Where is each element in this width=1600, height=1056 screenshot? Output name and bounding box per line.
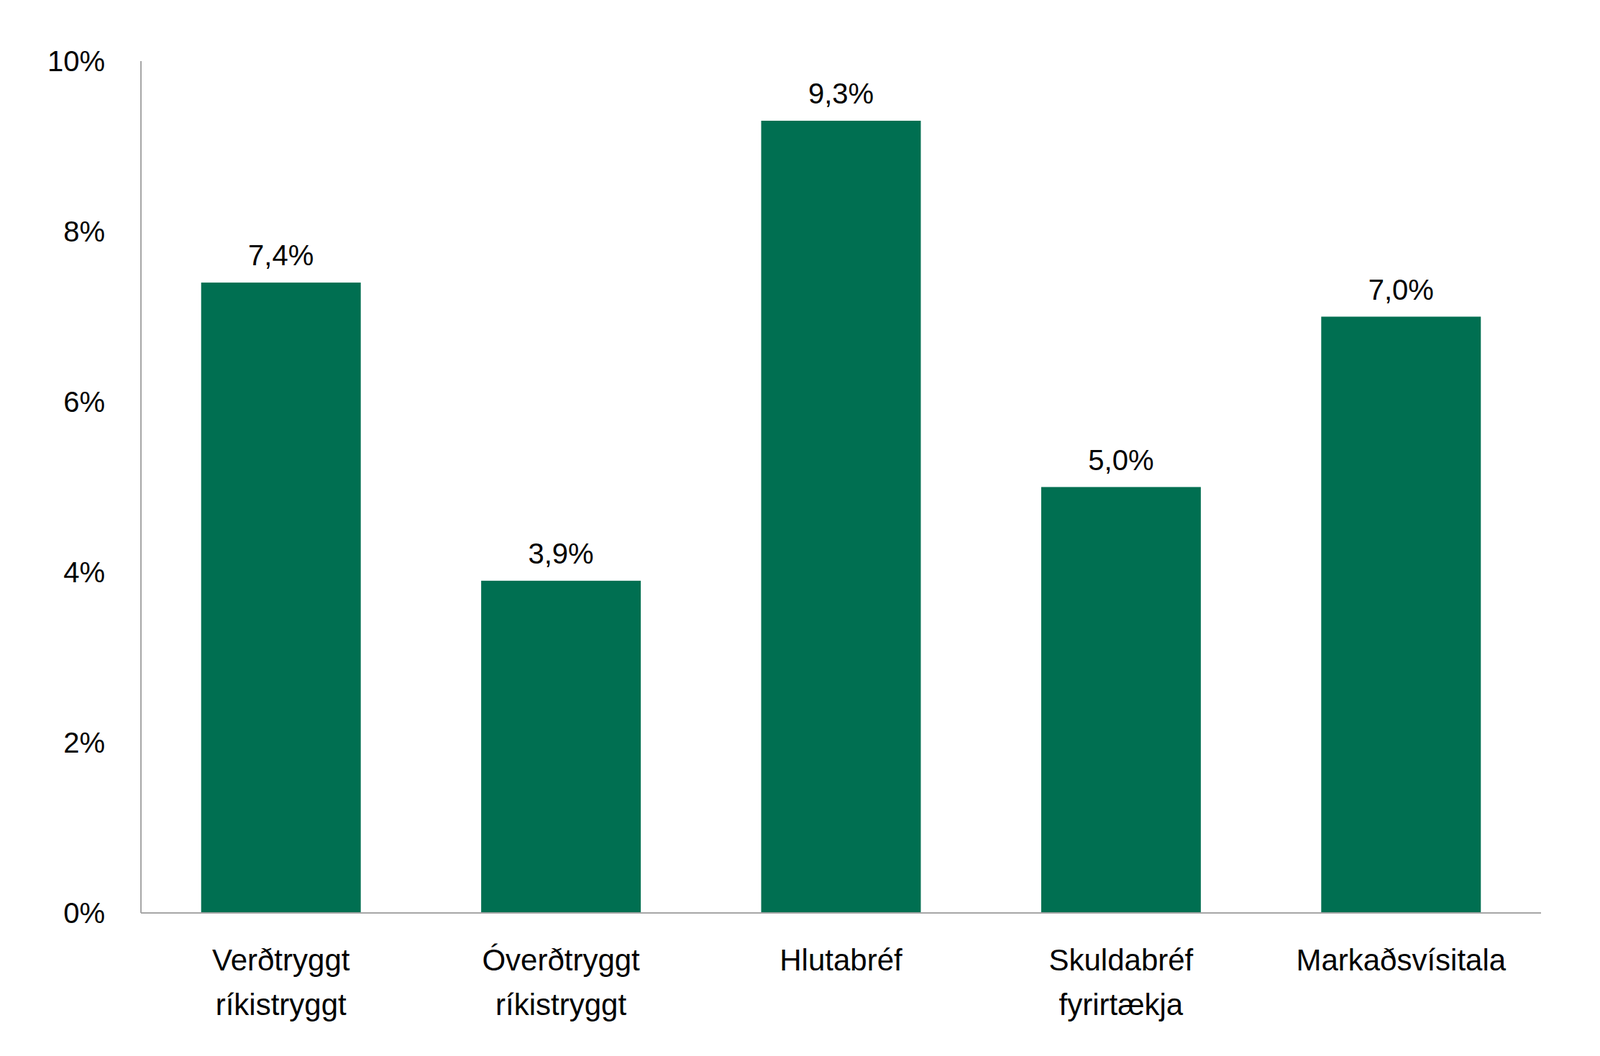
data-label: 7,0%: [1368, 273, 1434, 306]
x-tick-label: Óverðtryggtríkistryggt: [481, 943, 640, 1022]
data-label: 9,3%: [808, 77, 874, 110]
bar: [1041, 487, 1201, 914]
bar: [761, 120, 922, 914]
chart: 0% 2% 4% 6% 8% 10% 7,4% 3,9% 9,3% 5,0% 7,0% Verðtry…: [0, 0, 1600, 1056]
x-tick-label: Skuldabréffyrirtækja: [1049, 943, 1194, 1022]
y-tick-label: 0%: [63, 897, 105, 930]
x-axis: [140, 912, 1542, 914]
x-tick-label: Verðtryggtríkistryggt: [212, 943, 351, 1022]
data-label: 5,0%: [1088, 444, 1154, 477]
bar: [201, 282, 361, 914]
data-label: 7,4%: [248, 239, 314, 272]
bars: [201, 120, 1482, 914]
y-tick-label: 6%: [63, 386, 105, 418]
bar: [1320, 317, 1481, 914]
y-axis: [140, 61, 142, 914]
y-tick-label: 4%: [63, 556, 105, 589]
y-tick-label: 10%: [47, 45, 105, 77]
data-label: 3,9%: [528, 537, 594, 570]
x-tick-label: Markaðsvísitala: [1295, 943, 1506, 978]
y-tick-label: 2%: [63, 727, 105, 759]
x-tick-label: Hlutabréf: [779, 943, 903, 978]
y-tick-label: 8%: [63, 215, 105, 248]
bar: [481, 581, 641, 914]
